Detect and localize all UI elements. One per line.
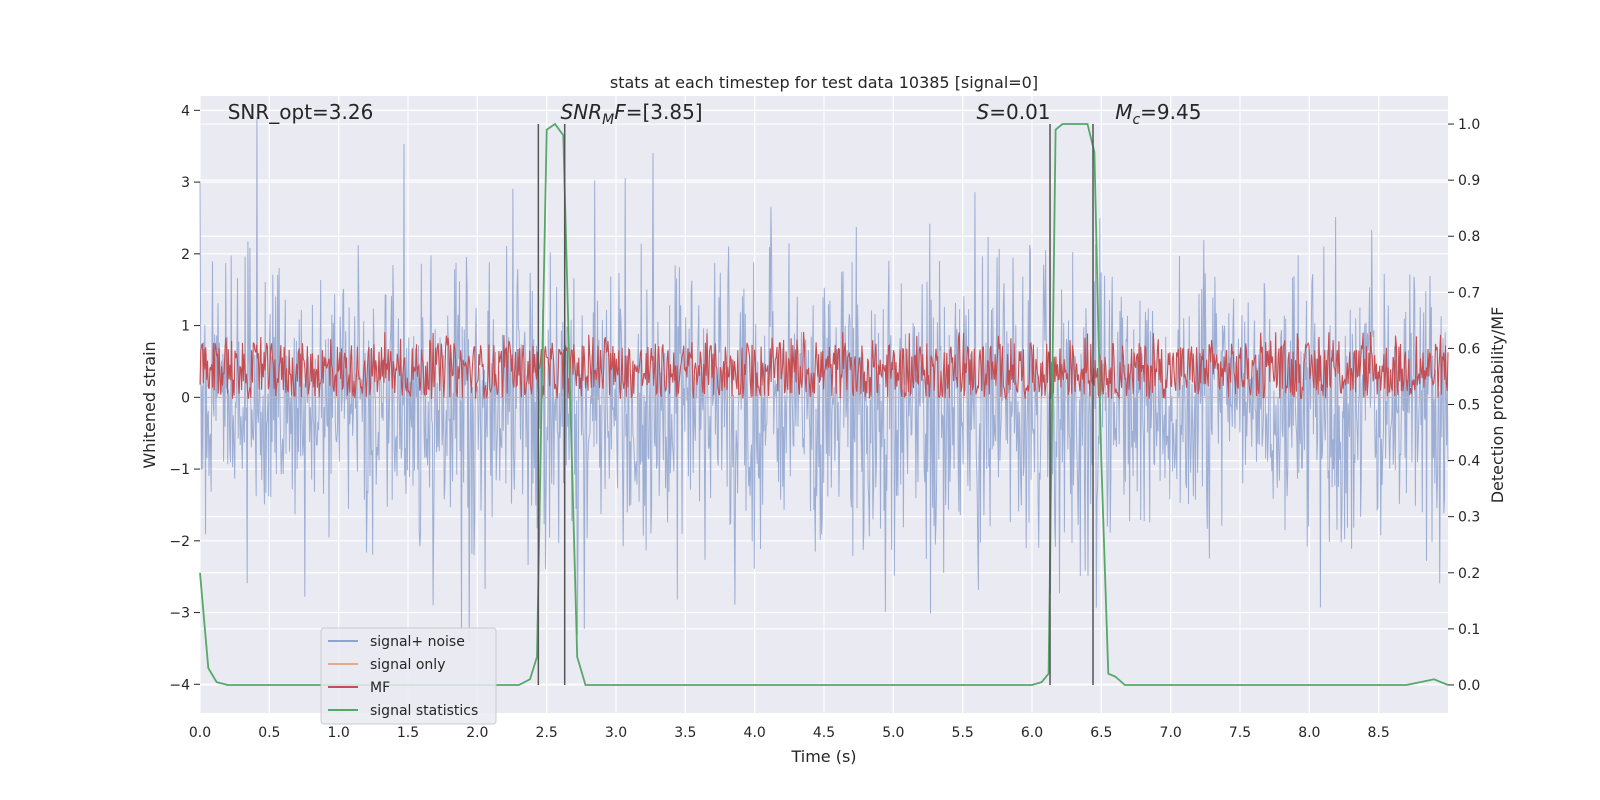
y2-tick-label: 1.0 [1458, 117, 1480, 133]
x-tick-label: 3.5 [674, 725, 696, 741]
y2-tick-label: 0.1 [1458, 622, 1480, 638]
x-tick-label: 1.0 [328, 725, 350, 741]
tick-layer: 0.0 0.5 1.0 1.5 2.0 2.5 3.0 3.5 4.0 4.5 5.0 5.5 6.0 6… [169, 103, 1480, 741]
y2-tick-label: 0.4 [1458, 454, 1480, 470]
x-tick-label: 6.0 [1021, 725, 1043, 741]
annotation-main: SNR_opt=3.26 [228, 100, 374, 124]
annotation-subscript: c [1132, 112, 1140, 128]
series-mf [199, 331, 1449, 401]
vline-layer [537, 124, 1094, 685]
y2-tick-label: 0.0 [1458, 678, 1480, 694]
y-tick-label: 0 [181, 390, 190, 406]
annotation-2: S=0.01 [977, 100, 1051, 124]
y2-tick-label: 0.2 [1458, 566, 1480, 582]
y-tick-label: −4 [169, 677, 190, 693]
legend-label-signal-noise: signal+ noise [370, 634, 465, 650]
x-tick-label: 8.5 [1368, 725, 1390, 741]
annotation-main: S [977, 100, 990, 124]
y-tick-label: 4 [181, 103, 190, 119]
y-tick-label: −1 [169, 462, 190, 478]
legend: signal+ noise signal only MF signal stat… [320, 627, 497, 725]
x-axis-title: Time (s) [790, 747, 856, 766]
annotation-value: =9.45 [1140, 100, 1201, 124]
annotation-main: SNR [561, 100, 603, 124]
x-tick-label: 5.0 [882, 725, 904, 741]
y-tick-label: −2 [169, 534, 190, 550]
chart-title: stats at each timestep for test data 103… [610, 73, 1038, 92]
y-tick-label: 2 [181, 247, 190, 263]
annotation-value: =0.01 [989, 100, 1050, 124]
annotation-layer: SNR_opt=3.26 SNRMF=[3.85] S=0.01 Mc=9.45 [228, 100, 1202, 128]
x-tick-label: 0.0 [189, 725, 211, 741]
y2-tick-label: 0.7 [1458, 285, 1480, 301]
x-tick-label: 4.5 [813, 725, 835, 741]
x-tick-label: 2.0 [466, 725, 488, 741]
x-tick-label: 3.0 [605, 725, 627, 741]
x-tick-label: 7.0 [1160, 725, 1182, 741]
y2-tick-label: 0.3 [1458, 510, 1480, 526]
y2-tick-label: 0.6 [1458, 341, 1480, 357]
x-tick-label: 1.5 [397, 725, 419, 741]
annotation-1: SNRMF=[3.85] [561, 100, 703, 128]
y-axis-title: Whitened strain [140, 341, 159, 468]
x-tick-label: 7.5 [1229, 725, 1251, 741]
legend-label-signal-only: signal only [370, 657, 445, 673]
legend-box [320, 627, 497, 725]
legend-label-mf: MF [370, 680, 390, 696]
annotation-value: =[3.85] [626, 100, 703, 124]
y-tick-label: 3 [181, 175, 190, 191]
annotation-main: M [1115, 100, 1132, 124]
series-layer [199, 117, 1449, 686]
annotation-italic-f: F [614, 100, 626, 124]
y-tick-label: −3 [169, 606, 190, 622]
legend-label-signal-statistics: signal statistics [370, 703, 478, 719]
y-tick-label: 1 [181, 319, 190, 335]
x-tick-label: 6.5 [1090, 725, 1112, 741]
y2-tick-label: 0.8 [1458, 229, 1480, 245]
x-tick-label: 8.0 [1298, 725, 1320, 741]
annotation-0: SNR_opt=3.26 [228, 100, 374, 124]
x-tick-label: 2.5 [536, 725, 558, 741]
annotation-3: Mc=9.45 [1115, 100, 1201, 128]
y2-axis-title: Detection probability/MF [1488, 307, 1507, 504]
y2-tick-label: 0.5 [1458, 398, 1480, 414]
y2-tick-label: 0.9 [1458, 173, 1480, 189]
x-tick-label: 5.5 [952, 725, 974, 741]
x-tick-label: 4.0 [744, 725, 766, 741]
annotation-subscript: M [602, 112, 614, 128]
x-tick-label: 0.5 [258, 725, 280, 741]
